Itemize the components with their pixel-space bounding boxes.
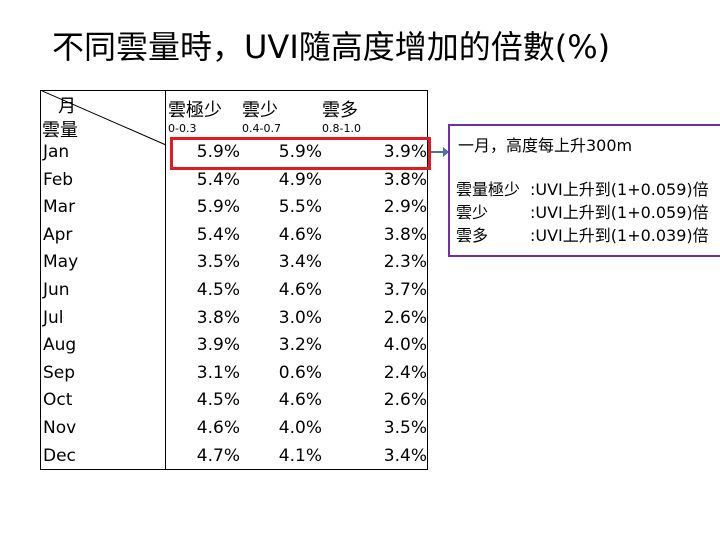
header-diagonal-line xyxy=(40,90,167,146)
note-label: 雲少 xyxy=(456,203,489,222)
table-cell: 5.4% xyxy=(196,169,240,190)
table-divider-left xyxy=(165,90,166,470)
row-month-label: Jun xyxy=(43,280,70,300)
table-cell: 3.0% xyxy=(278,307,322,328)
row-month-label: Jul xyxy=(43,307,64,328)
highlight-box-january xyxy=(170,137,431,170)
table-cell: 3.4% xyxy=(383,445,427,466)
corner-header-month: 月 xyxy=(58,96,76,117)
table-cell: 0.6% xyxy=(278,362,322,383)
note-label: 雲量極少 xyxy=(456,180,521,199)
table-cell: 5.4% xyxy=(196,224,240,245)
note-box xyxy=(448,124,720,257)
row-month-label: May xyxy=(43,252,79,273)
note-title: 一月，高度每上升300m xyxy=(458,136,633,155)
table-cell: 5.9% xyxy=(196,197,240,218)
column-header-many-clouds: 雲多 xyxy=(322,100,358,121)
table-cell: 3.5% xyxy=(196,252,240,273)
table-cell: 4.6% xyxy=(278,280,322,300)
column-range-many-clouds: 0.8-1.0 xyxy=(322,122,361,135)
note-line-few-clouds: 雲少 :UVI上升到(1+0.059)倍 xyxy=(456,199,709,223)
table-cell: 3.4% xyxy=(278,252,322,273)
row-month-label: Mar xyxy=(43,197,76,218)
page-title: 不同雲量時，UVI隨高度增加的倍數(%) xyxy=(52,28,611,66)
column-range-very-few-clouds: 0-0.3 xyxy=(168,122,197,135)
table-cell: 2.4% xyxy=(383,362,427,383)
table-cell: 4.9% xyxy=(278,169,322,190)
note-line-very-few-clouds: 雲量極少 :UVI上升到(1+0.059)倍 xyxy=(456,176,709,200)
table-cell: 2.6% xyxy=(383,390,427,411)
table-cell: 4.0% xyxy=(278,418,322,438)
table-cell: 2.6% xyxy=(383,307,427,328)
column-header-few-clouds: 雲少 xyxy=(242,100,278,121)
row-month-label: Aug xyxy=(43,335,77,356)
row-month-label: Apr xyxy=(43,224,73,245)
row-month-label: Dec xyxy=(43,445,76,466)
table-cell: 4.6% xyxy=(278,224,322,245)
table-divider-right xyxy=(427,90,428,470)
table-cell: 3.7% xyxy=(383,280,427,300)
row-month-label: Feb xyxy=(43,169,74,190)
table-cell: 2.3% xyxy=(383,252,427,273)
table-cell: 4.5% xyxy=(196,280,240,300)
note-value: :UVI上升到(1+0.059)倍 xyxy=(530,203,709,222)
note-line-many-clouds: 雲多 :UVI上升到(1+0.039)倍 xyxy=(456,222,709,246)
table-cell: 4.1% xyxy=(278,445,322,466)
table-cell: 4.5% xyxy=(196,390,240,411)
table-cell: 3.5% xyxy=(383,418,427,438)
row-month-label: Jan xyxy=(43,142,70,162)
table-cell: 4.6% xyxy=(196,418,240,438)
note-value: :UVI上升到(1+0.039)倍 xyxy=(530,226,709,245)
column-range-few-clouds: 0.4-0.7 xyxy=(242,122,281,135)
table-cell: 3.1% xyxy=(196,362,240,383)
table-cell: 5.9% xyxy=(196,142,240,162)
row-month-label: Nov xyxy=(43,418,77,438)
table-cell: 5.9% xyxy=(278,142,322,162)
arrow-right-icon xyxy=(431,147,449,157)
table-cell: 3.2% xyxy=(278,335,322,356)
table-cell: 4.7% xyxy=(196,445,240,466)
table-cell: 4.6% xyxy=(278,390,322,411)
row-month-label: Sep xyxy=(43,362,76,383)
table-cell: 3.8% xyxy=(196,307,240,328)
table-cell: 3.9% xyxy=(196,335,240,356)
note-value: :UVI上升到(1+0.059)倍 xyxy=(530,180,709,199)
table-cell: 2.9% xyxy=(383,197,427,218)
row-month-label: Oct xyxy=(43,390,73,411)
table-cell: 3.8% xyxy=(383,169,427,190)
table-cell: 4.0% xyxy=(383,335,427,356)
corner-header-cloud: 雲量 xyxy=(42,120,78,141)
note-label: 雲多 xyxy=(456,226,489,245)
column-header-very-few-clouds: 雲極少 xyxy=(168,100,222,121)
table-cell: 3.8% xyxy=(383,224,427,245)
table-cell: 5.5% xyxy=(278,197,322,218)
table-cell: 3.9% xyxy=(383,142,427,162)
